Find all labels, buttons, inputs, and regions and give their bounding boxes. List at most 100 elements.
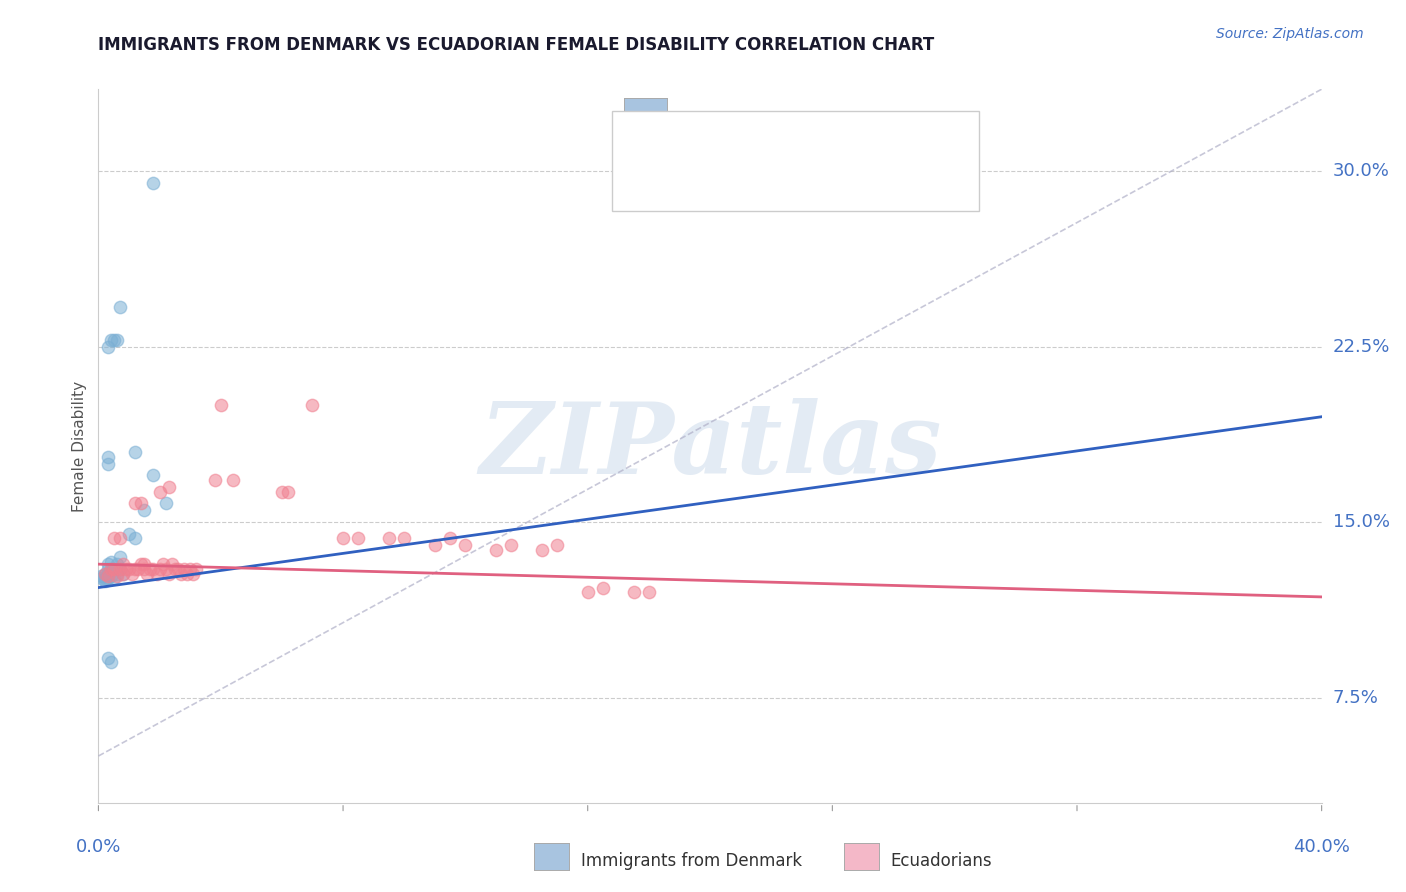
Text: 15.0%: 15.0% [1333,513,1389,531]
Text: IMMIGRANTS FROM DENMARK VS ECUADORIAN FEMALE DISABILITY CORRELATION CHART: IMMIGRANTS FROM DENMARK VS ECUADORIAN FE… [98,36,935,54]
Point [134,562,156,576]
Point [111,557,134,571]
Text: N =: N = [772,145,813,163]
Point [108,300,131,314]
Point [152,557,174,571]
Point [181,566,204,581]
Point [100,562,122,576]
Text: ZIPatlas: ZIPatlas [479,398,941,494]
Point [332,532,354,546]
Text: R =: R = [671,112,710,129]
Point [142,562,165,576]
Point [105,557,128,571]
Point [167,562,190,576]
Point [155,496,177,510]
Point [111,566,134,581]
Point [142,468,165,483]
Point [186,562,208,576]
Point [103,562,125,576]
Point [100,569,122,583]
Point [485,543,508,558]
Point [134,503,156,517]
Point [127,562,149,576]
Point [173,562,195,576]
Point [129,496,152,510]
Point [136,566,159,581]
Point [149,484,172,499]
Point [546,538,568,552]
Point [97,566,120,581]
Point [124,532,146,546]
Point [157,480,180,494]
Point [103,571,125,585]
Point [209,398,232,412]
Point [105,333,128,347]
Y-axis label: Female Disability: Female Disability [72,380,87,512]
Text: 35: 35 [804,112,830,129]
Point [176,566,198,581]
Text: 22.5%: 22.5% [1333,337,1391,356]
Point [301,398,323,412]
Point [103,333,125,347]
Point [378,532,401,546]
Point [592,581,614,595]
Point [105,566,128,581]
Point [530,543,553,558]
Point [157,566,180,581]
Point [124,445,146,459]
Text: 0.0%: 0.0% [76,838,121,855]
Point [97,562,120,576]
Point [222,473,245,487]
Point [93,571,115,585]
Text: 7.5%: 7.5% [1333,689,1379,706]
Point [108,550,131,565]
Point [501,538,523,552]
Point [100,562,122,576]
Point [97,650,120,665]
Point [93,566,115,581]
Text: Immigrants from Denmark: Immigrants from Denmark [581,852,801,870]
Text: 40.0%: 40.0% [1294,838,1350,855]
Point [277,484,299,499]
Text: Source: ZipAtlas.com: Source: ZipAtlas.com [1216,27,1364,41]
Point [623,585,645,599]
Point [97,557,120,571]
Point [105,569,128,583]
Text: 60: 60 [804,145,830,163]
Point [637,585,661,599]
Point [108,532,131,546]
Point [423,538,446,552]
Point [93,574,115,588]
Point [155,562,177,576]
Point [454,538,477,552]
Point [115,562,138,576]
Text: 30.0%: 30.0% [1333,162,1389,180]
Point [121,566,143,581]
Point [103,562,125,576]
Text: 0.264: 0.264 [710,112,768,129]
Point [270,484,292,499]
Point [179,562,201,576]
Point [576,585,599,599]
Text: R =: R = [671,145,710,163]
Point [204,473,226,487]
Point [97,457,120,471]
Point [142,176,165,190]
Point [118,562,141,576]
Point [108,562,131,576]
Point [118,526,141,541]
Point [439,532,461,546]
Point [134,557,156,571]
Point [170,566,193,581]
Point [145,566,167,581]
Text: Ecuadorians: Ecuadorians [890,852,991,870]
Point [392,532,416,546]
Point [100,656,122,670]
Point [103,532,125,546]
Point [160,557,183,571]
Text: N =: N = [766,112,818,129]
Point [90,569,112,583]
Point [149,562,172,576]
Point [124,562,146,576]
Point [124,496,146,510]
